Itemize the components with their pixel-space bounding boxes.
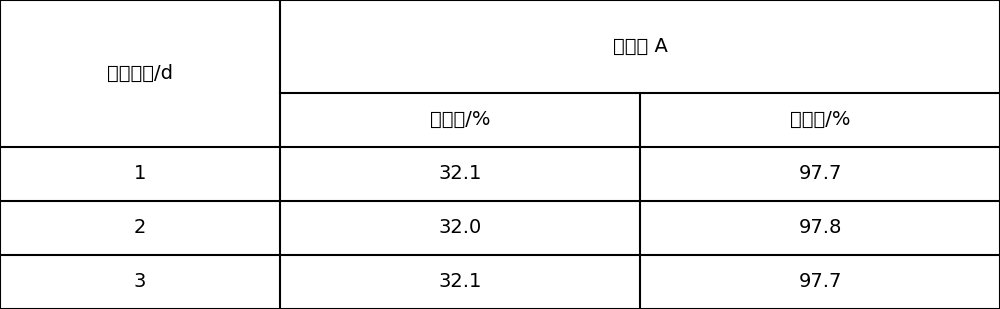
Text: 3: 3: [134, 273, 146, 291]
Text: 反应时间/d: 反应时间/d: [107, 64, 173, 83]
Text: 97.7: 97.7: [798, 164, 842, 183]
Text: 催化剂 A: 催化剂 A: [613, 37, 667, 56]
Text: 32.1: 32.1: [438, 273, 482, 291]
Text: 97.7: 97.7: [798, 273, 842, 291]
Text: 97.8: 97.8: [798, 218, 842, 237]
Text: 1: 1: [134, 164, 146, 183]
Text: 选择性/%: 选择性/%: [790, 110, 850, 129]
Text: 32.1: 32.1: [438, 164, 482, 183]
Text: 转化率/%: 转化率/%: [430, 110, 490, 129]
Text: 2: 2: [134, 218, 146, 237]
Text: 32.0: 32.0: [438, 218, 482, 237]
